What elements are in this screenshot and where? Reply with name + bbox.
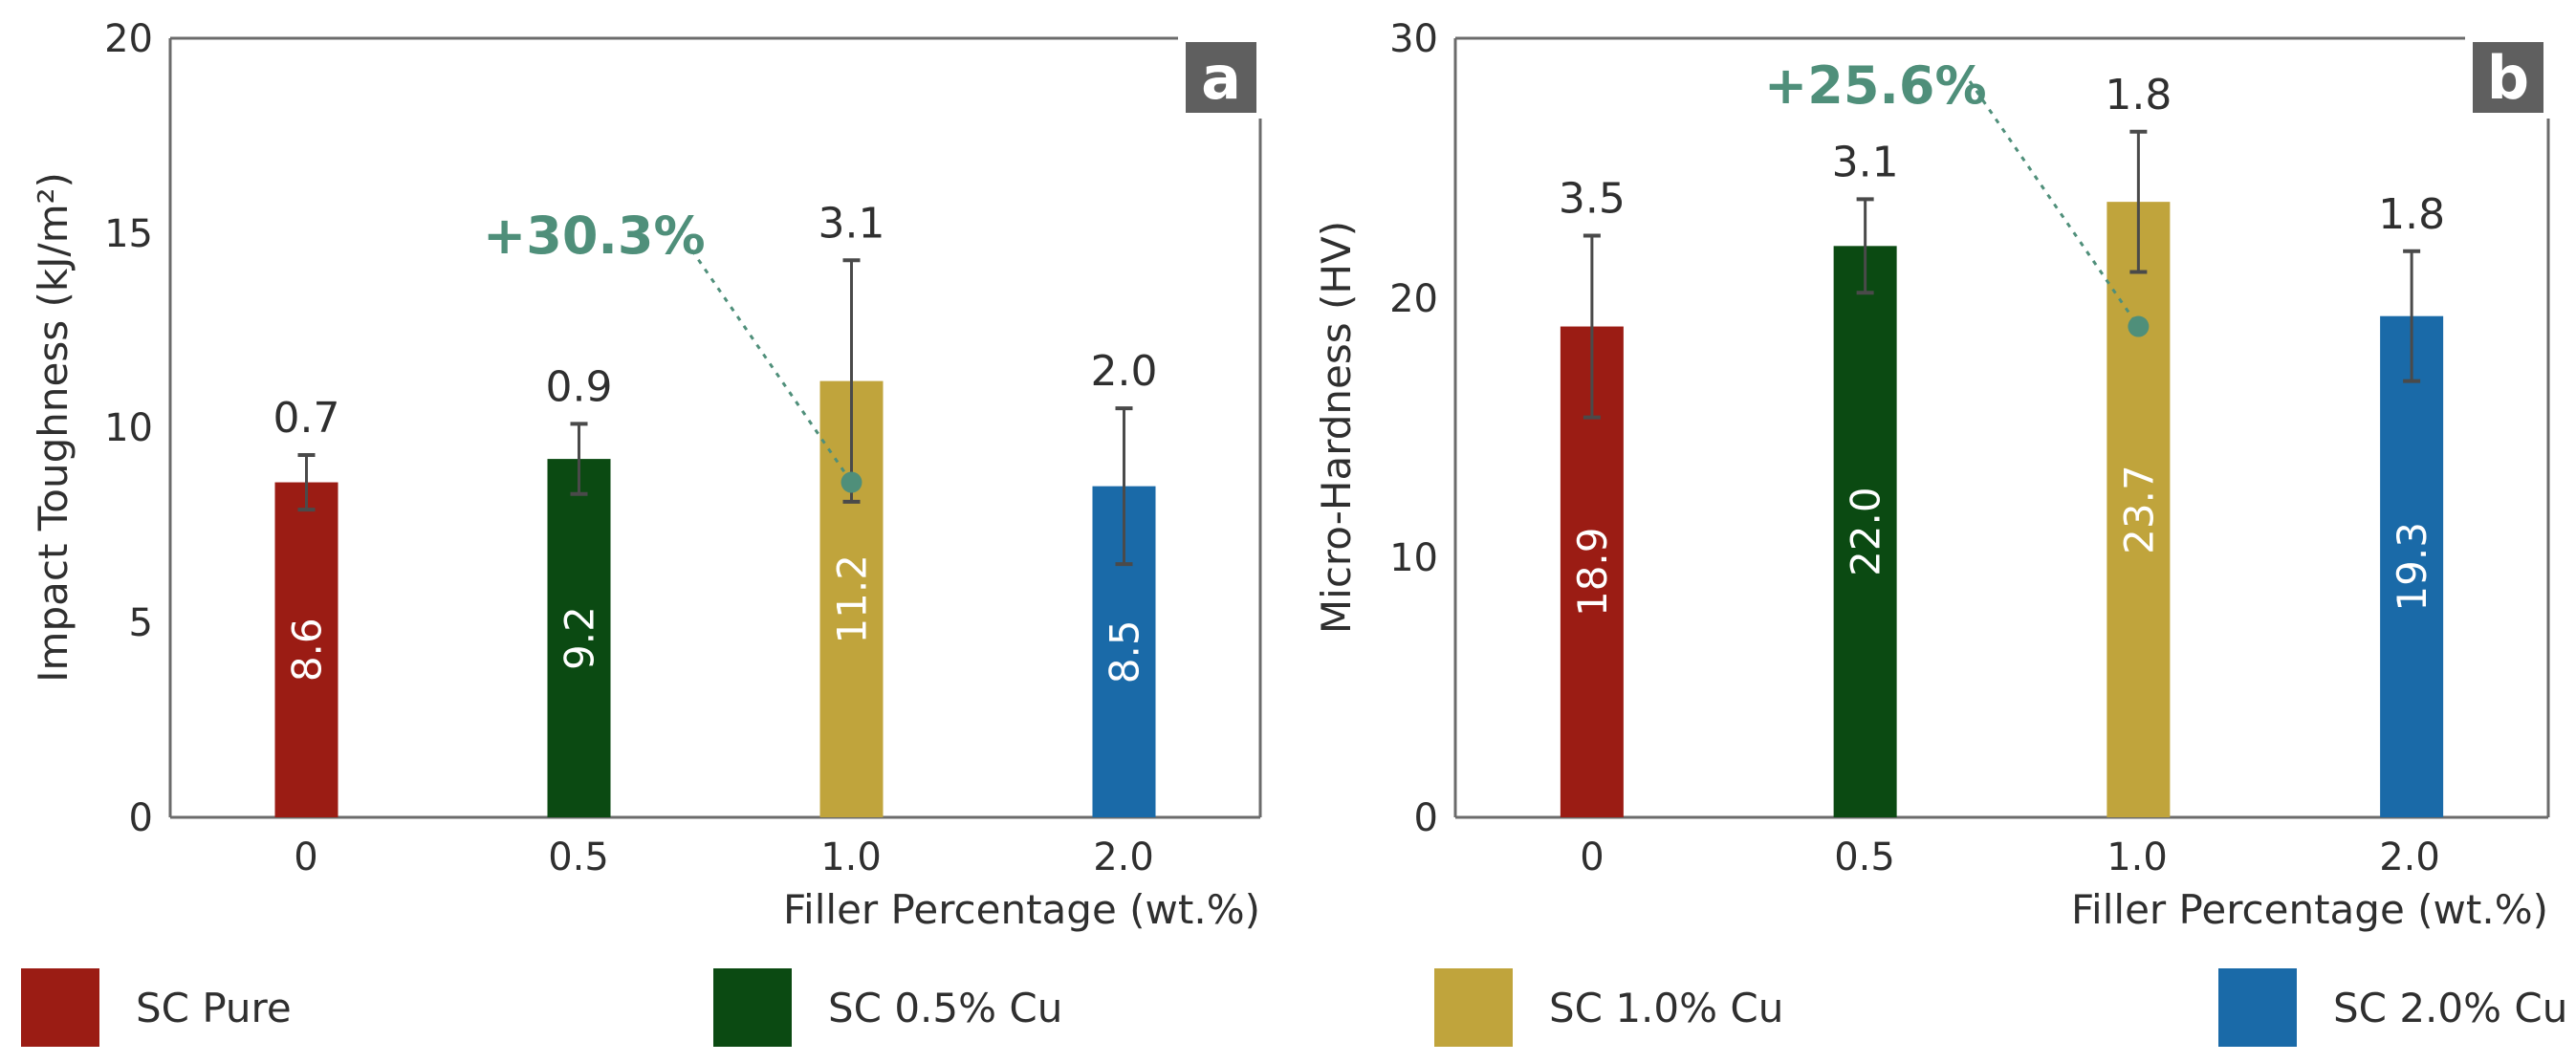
panel-a-annotation-text: +30.3% xyxy=(483,206,706,266)
panel-a-annotation-leader xyxy=(677,230,853,484)
panel-b-value-label: 23.7 xyxy=(2115,465,2162,554)
panel-a-xtick-label: 2.0 xyxy=(1093,835,1154,879)
panel-a-value-label: 8.6 xyxy=(284,618,331,682)
panel-b-x-axis-label: Filler Percentage (wt.%) xyxy=(2071,886,2548,933)
panel-b-annotation: +25.6% xyxy=(1764,55,2150,337)
legend: SC Pure SC 0.5% Cu SC 1.0% Cu SC 2.0% Cu xyxy=(0,965,2576,1050)
panel-a-error-label: 2.0 xyxy=(1091,347,1158,396)
panel-b-bars: 3.5 18.9 3.1 22.0 1.8 23.7 1.8 19.3 xyxy=(1559,71,2445,817)
panel-b-value-label: 18.9 xyxy=(1569,528,1616,618)
panel-a-error-label: 3.1 xyxy=(819,199,885,248)
panel-b-badge-box xyxy=(2473,42,2543,113)
panel-a-badge-letter: a xyxy=(1201,43,1241,113)
legend-swatch-sc-0-5-cu xyxy=(713,968,792,1047)
panel-a-value-label: 11.2 xyxy=(829,554,876,644)
panel-b-y-axis-label: Micro-Hardness (HV) xyxy=(1313,221,1360,634)
panel-b-ytick-label: 10 xyxy=(1389,536,1438,580)
panel-b-value-label: 22.0 xyxy=(1843,487,1889,576)
panel-a-annotation-dot xyxy=(840,471,862,493)
panel-a-axes xyxy=(168,36,1262,819)
panel-b-xtick-label: 1.0 xyxy=(2107,835,2168,879)
panel-a-value-label: 8.5 xyxy=(1102,619,1148,683)
panel-b-micro-hardness: 0 10 20 30 0 0.5 1.0 2.0 Filler Percenta… xyxy=(1313,17,2550,933)
panel-b-xtick-label: 0.5 xyxy=(1834,835,1895,879)
panel-b-y-ticks: 0 10 20 30 xyxy=(1389,17,1438,840)
panel-a-y-axis-label: Impact Toughness (kJ/m²) xyxy=(30,172,76,683)
legend-label: SC 1.0% Cu xyxy=(1549,984,1784,1031)
panel-b-ytick-label: 30 xyxy=(1389,17,1438,61)
panel-a-ytick-label: 10 xyxy=(104,406,153,450)
legend-swatch-sc-1-0-cu xyxy=(1434,968,1513,1047)
panel-b-x-ticks: 0 0.5 1.0 2.0 xyxy=(1580,835,2440,879)
legend-item-sc-1-0-cu: SC 1.0% Cu xyxy=(1434,965,1783,1050)
legend-label: SC 2.0% Cu xyxy=(2333,984,2568,1031)
panel-b-bar xyxy=(2380,315,2444,817)
panel-a-x-ticks: 0 0.5 1.0 2.0 xyxy=(294,835,1154,879)
panel-a-error-label: 0.9 xyxy=(546,362,613,411)
panel-b-bar xyxy=(2107,202,2171,817)
panel-a-bars: 0.7 8.6 0.9 9.2 3.1 11.2 2.0 8.5 xyxy=(273,199,1158,817)
legend-item-sc-2-0-cu: SC 2.0% Cu xyxy=(2218,965,2567,1050)
panel-a-value-label: 9.2 xyxy=(557,606,603,670)
panel-a-bar xyxy=(274,482,338,817)
legend-swatch-sc-pure xyxy=(21,968,99,1047)
panel-b-xtick-label: 2.0 xyxy=(2379,835,2440,879)
panel-a-letter-badge: a xyxy=(1186,42,1256,113)
panel-b-ytick-label: 0 xyxy=(1414,796,1438,840)
panel-b-annotation-text: +25.6% xyxy=(1764,55,1987,116)
panel-b-error-label: 1.8 xyxy=(2378,190,2445,239)
panel-b-axes xyxy=(1453,36,2550,819)
panel-a-x-axis-label: Filler Percentage (wt.%) xyxy=(783,886,1260,933)
panel-b-bar xyxy=(1833,246,1897,817)
panel-b-ytick-label: 20 xyxy=(1389,277,1438,321)
legend-label: SC Pure xyxy=(136,984,292,1031)
panel-a-ytick-label: 15 xyxy=(104,212,153,256)
panel-a-xtick-label: 0 xyxy=(294,835,317,879)
panel-b-annotation-leader xyxy=(1968,80,2140,328)
legend-label: SC 0.5% Cu xyxy=(828,984,1063,1031)
panel-b-error-label: 1.8 xyxy=(2105,71,2172,119)
panel-b-annotation-dot xyxy=(2128,315,2150,337)
legend-item-sc-pure: SC Pure xyxy=(21,965,292,1050)
panel-a-error-label: 0.7 xyxy=(273,394,340,443)
panel-a-badge-box xyxy=(1186,42,1256,113)
panel-a-impact-toughness: 0 5 10 15 20 0 0.5 1.0 2.0 Filler Percen… xyxy=(30,17,1262,933)
legend-item-sc-0-5-cu: SC 0.5% Cu xyxy=(713,965,1062,1050)
panel-a-xtick-label: 1.0 xyxy=(820,835,882,879)
panel-a-annotation: +30.3% xyxy=(483,206,862,493)
panel-a-ytick-label: 20 xyxy=(104,17,153,61)
panel-b-error-label: 3.1 xyxy=(1832,138,1899,186)
figure: 0 5 10 15 20 0 0.5 1.0 2.0 Filler Percen… xyxy=(30,17,2550,933)
legend-swatch-sc-2-0-cu xyxy=(2218,968,2297,1047)
panel-b-xtick-label: 0 xyxy=(1580,835,1604,879)
panel-a-xtick-label: 0.5 xyxy=(548,835,609,879)
panel-b-value-label: 19.3 xyxy=(2389,522,2435,612)
panel-a-y-ticks: 0 5 10 15 20 xyxy=(104,17,153,840)
panel-a-bar xyxy=(547,459,611,817)
panel-a-ytick-label: 0 xyxy=(129,796,153,840)
panel-a-ytick-label: 5 xyxy=(129,601,153,645)
panel-b-error-label: 3.5 xyxy=(1559,174,1626,223)
panel-b-letter-badge: b xyxy=(2473,42,2543,113)
panel-b-badge-letter: b xyxy=(2487,43,2529,113)
